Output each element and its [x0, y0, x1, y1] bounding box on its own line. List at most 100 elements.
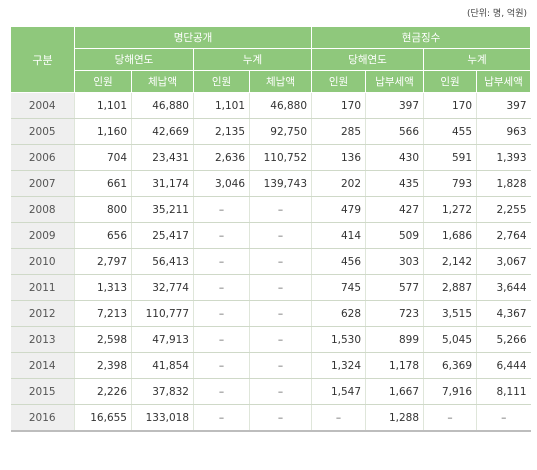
value-cell: 1,272: [423, 196, 477, 223]
header-people: 인원: [423, 70, 478, 93]
value-cell: 1,101: [193, 92, 250, 119]
value-cell: 3,515: [423, 300, 477, 327]
value-cell: 3,046: [193, 170, 250, 197]
value-cell: 23,431: [131, 144, 194, 171]
table-row: 2010 2,797 56,413– –456 303 2,142 3,067: [10, 248, 531, 275]
table-row: 2016 16,655 133,018– – –1,288– –: [10, 404, 531, 432]
value-cell: 723: [365, 300, 424, 327]
header-current-year-2: 당해연도: [311, 48, 425, 71]
value-cell: 1,101: [74, 92, 132, 119]
year-cell: 2012: [10, 300, 75, 327]
value-cell: 4,367: [476, 300, 531, 327]
year-cell: 2016: [10, 404, 75, 432]
year-cell: 2009: [10, 222, 75, 249]
value-cell: 170: [423, 92, 477, 119]
table-row: 2004 1,101 46,880 1,101 46,880 170 397 170 397: [10, 92, 531, 119]
header-cumulative-2: 누계: [423, 48, 532, 71]
value-cell: 2,255: [476, 196, 531, 223]
value-cell: –: [423, 404, 477, 432]
value-cell: 6,369: [423, 352, 477, 379]
value-cell: –: [193, 222, 250, 249]
table-row: 2007 661 31,174 3,046 139,743 202 435 793 1,828: [10, 170, 531, 197]
value-cell: 110,777: [131, 300, 194, 327]
value-cell: –: [193, 196, 250, 223]
value-cell: 435: [365, 170, 424, 197]
year-cell: 2015: [10, 378, 75, 405]
value-cell: 5,266: [476, 326, 531, 353]
value-cell: 25,417: [131, 222, 194, 249]
value-cell: 455: [423, 118, 477, 145]
value-cell: 1,178: [365, 352, 424, 379]
table-row: 2008 800 35,211– –479 427 1,272 2,255: [10, 196, 531, 223]
value-cell: –: [248, 300, 312, 327]
value-cell: 899: [365, 326, 424, 353]
value-cell: 6,444: [476, 352, 531, 379]
value-cell: 1,530: [311, 326, 366, 353]
value-cell: –: [193, 300, 250, 327]
value-cell: –: [193, 248, 250, 275]
value-cell: 397: [365, 92, 424, 119]
value-cell: 577: [365, 274, 424, 301]
header-current-year-1: 당해연도: [74, 48, 194, 71]
value-cell: –: [248, 222, 312, 249]
header-payment: 납부세액: [476, 70, 532, 93]
value-cell: 1,288: [365, 404, 424, 432]
value-cell: 430: [365, 144, 424, 171]
year-cell: 2006: [10, 144, 75, 171]
header-cumulative-1: 누계: [192, 48, 313, 71]
year-cell: 2011: [10, 274, 75, 301]
value-cell: –: [193, 378, 250, 405]
value-cell: 41,854: [131, 352, 194, 379]
value-cell: 139,743: [248, 170, 312, 197]
value-cell: –: [248, 248, 312, 275]
header-people: 인원: [311, 70, 367, 93]
value-cell: 2,636: [193, 144, 250, 171]
value-cell: 32,774: [131, 274, 194, 301]
value-cell: –: [193, 274, 250, 301]
value-cell: –: [193, 404, 250, 432]
value-cell: 1,393: [476, 144, 531, 171]
value-cell: –: [193, 352, 250, 379]
value-cell: 133,018: [131, 404, 194, 432]
value-cell: 7,213: [74, 300, 132, 327]
year-cell: 2007: [10, 170, 75, 197]
value-cell: 628: [311, 300, 366, 327]
value-cell: 704: [74, 144, 132, 171]
value-cell: 2,142: [423, 248, 477, 275]
header-arrears: 체납액: [248, 70, 313, 93]
value-cell: –: [248, 352, 312, 379]
unit-note: (단위: 명, 억원): [466, 9, 527, 19]
header-cash-collection: 현금징수: [311, 26, 532, 49]
table-row: 2015 2,226 37,832– –1,547 1,667 7,916 8,111: [10, 378, 531, 405]
value-cell: 2,226: [74, 378, 132, 405]
table-row: 2014 2,398 41,854– –1,324 1,178 6,369 6,444: [10, 352, 531, 379]
value-cell: 56,413: [131, 248, 194, 275]
header-name-disclosure: 명단공개: [73, 26, 313, 49]
value-cell: 745: [311, 274, 366, 301]
value-cell: –: [248, 196, 312, 223]
value-cell: 5,045: [423, 326, 477, 353]
year-cell: 2008: [10, 196, 75, 223]
year-cell: 2005: [10, 118, 75, 145]
value-cell: 31,174: [131, 170, 194, 197]
value-cell: 170: [311, 92, 366, 119]
value-cell: 1,313: [74, 274, 132, 301]
value-cell: 35,211: [131, 196, 194, 223]
table-row: 2012 7,213 110,777– –628 723 3,515 4,367: [10, 300, 531, 327]
value-cell: –: [248, 326, 312, 353]
table-row: 2009 656 25,417– –414 509 1,686 2,764: [10, 222, 531, 249]
value-cell: 46,880: [248, 92, 312, 119]
value-cell: –: [311, 404, 366, 432]
value-cell: –: [476, 404, 531, 432]
value-cell: 2,797: [74, 248, 132, 275]
value-cell: 1,828: [476, 170, 531, 197]
table-row: 2011 1,313 32,774– –745 577 2,887 3,644: [10, 274, 531, 301]
value-cell: 793: [423, 170, 477, 197]
value-cell: 3,644: [476, 274, 531, 301]
value-cell: 42,669: [131, 118, 194, 145]
value-cell: 2,764: [476, 222, 531, 249]
year-cell: 2013: [10, 326, 75, 353]
value-cell: 7,916: [423, 378, 477, 405]
value-cell: –: [248, 404, 312, 432]
header-category: 구분: [10, 26, 75, 93]
